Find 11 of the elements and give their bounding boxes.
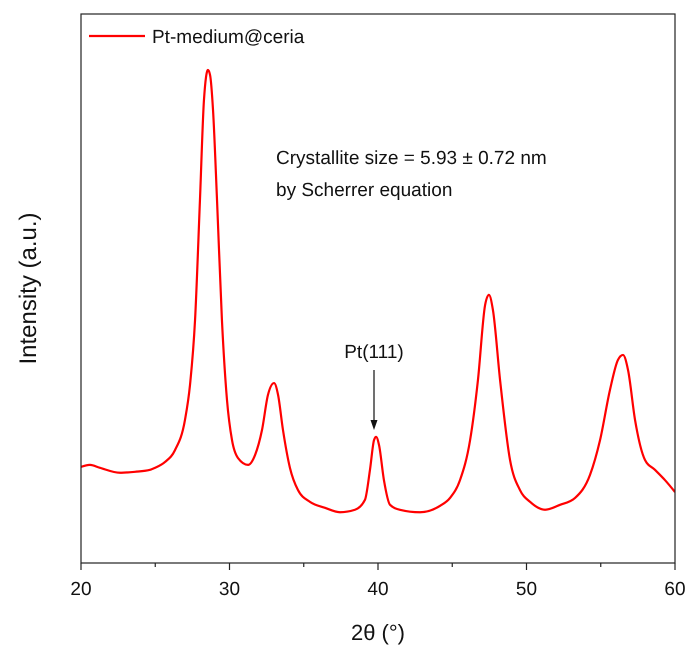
y-axis-title: Intensity (a.u.) xyxy=(15,212,42,365)
annotation: Pt(111) xyxy=(344,342,404,363)
annotation: Crystallite size = 5.93 ± 0.72 nm xyxy=(276,148,547,169)
x-tick-label: 60 xyxy=(664,579,686,600)
x-axis-title: 2θ (°) xyxy=(350,620,406,645)
x-tick-label: 20 xyxy=(70,579,92,600)
x-tick-label: 30 xyxy=(218,579,240,600)
x-tick-label: 40 xyxy=(367,579,389,600)
legend-label: Pt-medium@ceria xyxy=(152,27,305,48)
annotation: by Scherrer equation xyxy=(276,180,452,201)
x-tick-label: 50 xyxy=(516,579,538,600)
